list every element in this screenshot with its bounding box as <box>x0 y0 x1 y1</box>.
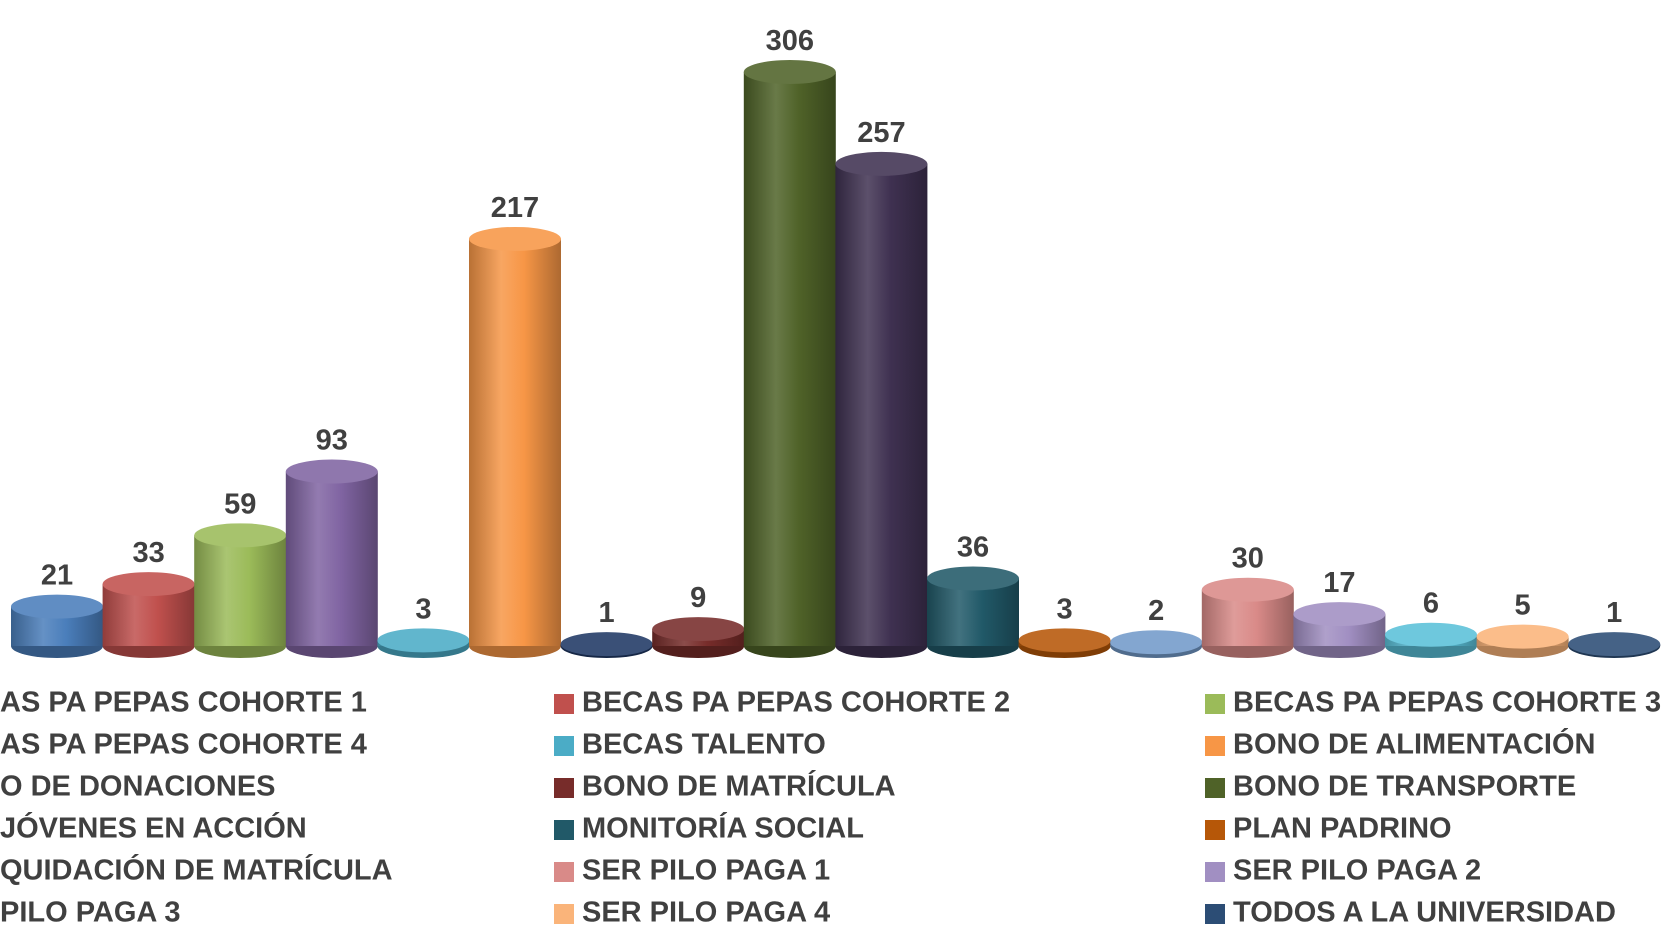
bar <box>285 471 378 646</box>
legend-label: BONO DE MATRÍCULA <box>582 769 896 803</box>
cylinder-top <box>652 617 745 642</box>
legend-label: MONITORÍA SOCIAL <box>582 811 864 845</box>
cylinder-top <box>1018 628 1111 653</box>
data-label: 21 <box>41 560 73 592</box>
bar <box>835 163 928 646</box>
cylinder-top <box>1476 624 1569 649</box>
legend-label: JÓVENES EN ACCIÓN <box>0 811 307 845</box>
data-label: 2 <box>1148 595 1164 627</box>
cylinder-top <box>377 628 470 653</box>
data-label: 3 <box>415 593 431 625</box>
cylinder-top <box>1110 630 1203 655</box>
cylinder-top <box>469 226 561 251</box>
data-label: 5 <box>1515 590 1531 622</box>
data-label: 306 <box>766 25 814 57</box>
data-label: 257 <box>857 117 905 149</box>
cylinder-top <box>11 594 103 619</box>
legend-label: O DE DONACIONES <box>0 771 276 803</box>
legend-label: BONO DE ALIMENTACIÓN <box>1233 727 1596 761</box>
legend-swatch <box>1205 862 1225 882</box>
legend-swatch <box>554 736 574 756</box>
legend-label: BECAS PA PEPAS COHORTE 3 <box>1233 687 1661 719</box>
legend-label: SER PILO PAGA 1 <box>582 855 830 887</box>
legend-swatch <box>1205 736 1225 756</box>
data-label: 59 <box>224 488 256 520</box>
legend-swatch <box>554 820 574 840</box>
bar <box>194 535 287 646</box>
data-label: 217 <box>491 192 539 224</box>
legend-swatch <box>554 862 574 882</box>
cylinder-top <box>1385 622 1477 647</box>
legend-label: PILO PAGA 3 <box>0 897 180 929</box>
legend-swatch <box>554 778 574 798</box>
cylinder-top <box>927 566 1019 591</box>
cylinder-top <box>743 60 836 84</box>
legend-label: SER PILO PAGA 4 <box>582 897 830 929</box>
legend-label: PLAN PADRINO <box>1233 813 1452 845</box>
legend-label: AS PA PEPAS COHORTE 1 <box>0 687 367 719</box>
legend-swatch <box>1205 778 1225 798</box>
cylinder-top <box>194 523 287 548</box>
legend-label: TODOS A LA UNIVERSIDAD <box>1233 897 1616 929</box>
data-label: 3 <box>1057 593 1073 625</box>
cylinder-top <box>1568 632 1661 657</box>
cylinder-top <box>102 572 195 597</box>
cylinder-top <box>835 151 928 176</box>
cylinder-top <box>560 632 653 657</box>
legend-swatch <box>1205 694 1225 714</box>
data-label: 1 <box>1606 597 1622 629</box>
legend-swatch <box>554 694 574 714</box>
data-label: 17 <box>1323 567 1355 599</box>
bar <box>469 238 561 647</box>
legend-label: BECAS TALENTO <box>582 729 826 761</box>
legend-label: BONO DE TRANSPORTE <box>1233 771 1576 803</box>
data-label: 1 <box>599 597 615 629</box>
legend-swatch <box>554 904 574 924</box>
legend-swatch <box>1205 820 1225 840</box>
legend-label: BECAS PA PEPAS COHORTE 2 <box>582 687 1010 719</box>
legend-label: QUIDACIÓN DE MATRÍCULA <box>0 853 393 887</box>
legend-label: AS PA PEPAS COHORTE 4 <box>0 729 367 761</box>
data-label: 6 <box>1423 588 1439 620</box>
cylinder-top <box>1201 577 1294 602</box>
data-label: 93 <box>316 425 348 457</box>
data-label: 36 <box>957 531 989 563</box>
cylinder-top <box>285 459 378 484</box>
cylinder-top <box>1293 602 1386 627</box>
data-label: 9 <box>690 582 706 614</box>
legend-swatch <box>1205 904 1225 924</box>
legend-label: SER PILO PAGA 2 <box>1233 855 1481 887</box>
bar <box>743 72 836 646</box>
data-label: 30 <box>1232 543 1264 575</box>
data-label: 33 <box>132 537 164 569</box>
